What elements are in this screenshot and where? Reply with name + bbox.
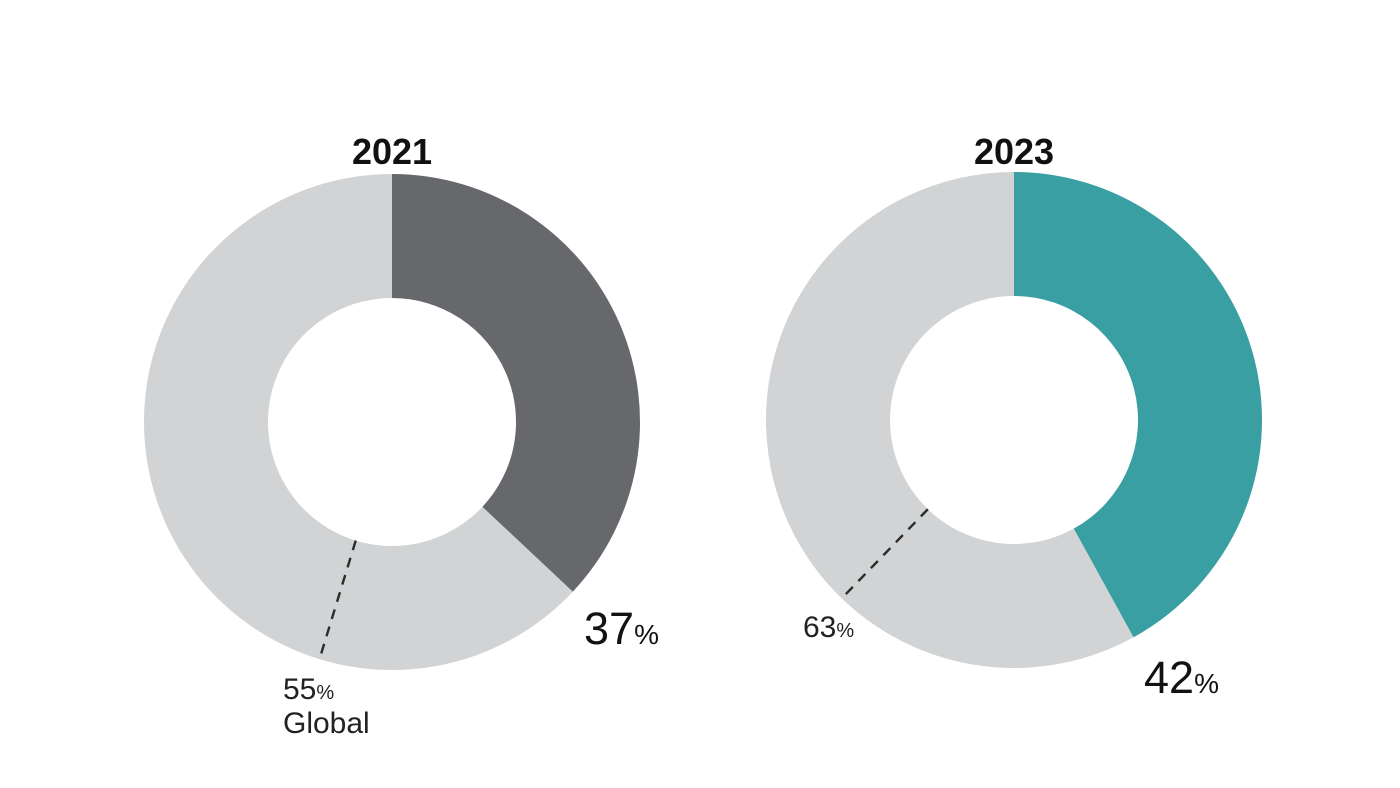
callout-number: 63 xyxy=(803,611,837,644)
donut-slice-highlight xyxy=(392,174,640,592)
callout-leader-line xyxy=(840,508,929,600)
value-label-2021: 37% xyxy=(584,606,659,651)
value-number: 37 xyxy=(584,603,635,654)
callout-number: 55 xyxy=(283,673,317,706)
callout-value: 63% xyxy=(803,611,854,645)
donut-chart-2021 xyxy=(143,174,640,670)
percent-sign: % xyxy=(836,620,855,642)
value-number: 42 xyxy=(1144,652,1195,703)
percent-sign: % xyxy=(634,619,659,650)
callout-2023: 63% xyxy=(803,611,854,645)
percent-sign: % xyxy=(1194,668,1219,699)
donut-slice-highlight xyxy=(1014,172,1262,638)
value-label-2023: 42% xyxy=(1144,655,1219,700)
callout-2021: 55% Global xyxy=(283,673,370,741)
donut-slice-remainder xyxy=(143,174,573,670)
donut-chart-2023 xyxy=(766,172,1262,668)
callout-value: 55% xyxy=(283,673,370,707)
percent-sign: % xyxy=(316,682,335,704)
chart-title-2023: 2023 xyxy=(973,130,1055,172)
chart-title-2021: 2021 xyxy=(351,130,433,172)
callout-caption: Global xyxy=(283,706,370,740)
callout-leader-line xyxy=(318,540,357,660)
donut-slice-remainder xyxy=(766,172,1134,668)
